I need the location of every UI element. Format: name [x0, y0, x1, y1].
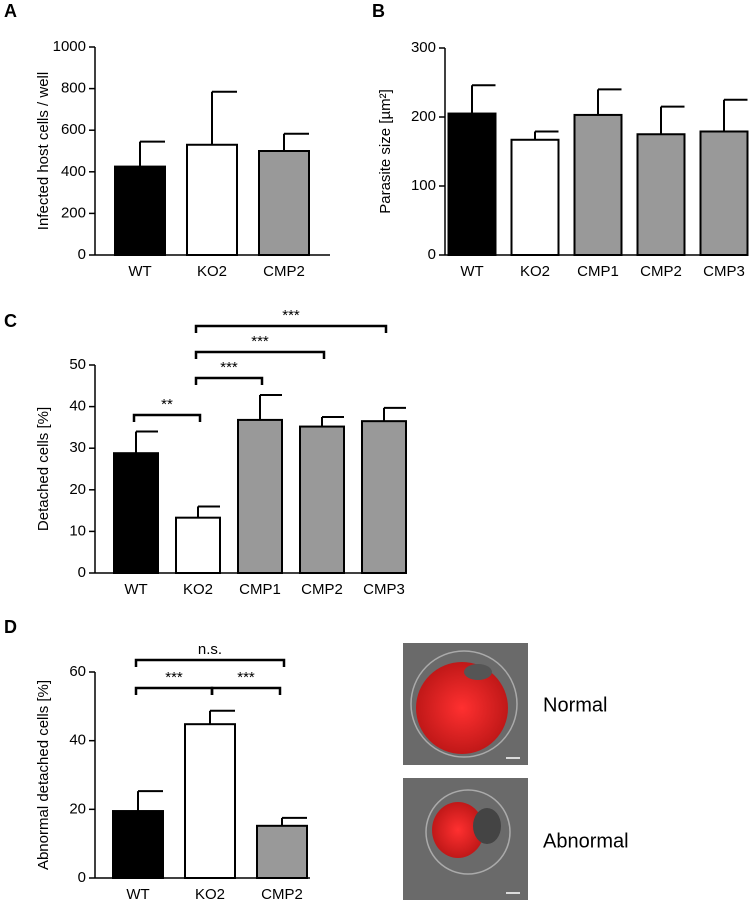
- significance-bracket: [134, 658, 286, 667]
- x-tick-label: WT: [126, 886, 149, 903]
- bar: [186, 143, 238, 256]
- significance-bracket: [194, 350, 326, 359]
- image-label: Abnormal: [543, 830, 629, 852]
- y-axis-label: Abnormal detached cells [%]: [35, 680, 52, 870]
- bar: [113, 452, 159, 574]
- y-tick-label: 0: [78, 869, 86, 886]
- y-tick-label: 20: [69, 481, 86, 498]
- y-tick-label: 10: [69, 522, 86, 539]
- bar: [258, 150, 310, 256]
- y-tick-label: 200: [411, 108, 436, 125]
- y-tick-label: 300: [411, 39, 436, 56]
- significance-bracket: [194, 376, 264, 385]
- x-tick-label: WT: [460, 263, 483, 280]
- y-tick-label: 1000: [53, 38, 86, 55]
- y-tick-label: 40: [69, 398, 86, 415]
- image-label: Normal: [543, 694, 607, 716]
- bar: [510, 138, 560, 257]
- image-abnormal: [403, 778, 528, 900]
- y-tick-label: 100: [411, 177, 436, 194]
- y-tick-label: 20: [69, 800, 86, 817]
- bar: [256, 824, 308, 880]
- x-tick-label: WT: [124, 581, 147, 598]
- x-tick-label: CMP2: [263, 263, 305, 280]
- x-tick-label: KO2: [183, 581, 213, 598]
- significance-label: ***: [237, 669, 255, 686]
- bar: [114, 165, 166, 257]
- significance-bracket: [210, 686, 282, 695]
- image-normal: [403, 643, 528, 765]
- significance-label: ***: [220, 359, 238, 376]
- x-tick-label: CMP3: [703, 263, 745, 280]
- bar: [699, 130, 749, 257]
- bar: [299, 425, 345, 574]
- y-tick-label: 50: [69, 356, 86, 373]
- bar: [447, 112, 497, 256]
- significance-bracket: [132, 413, 202, 422]
- significance-label: ***: [282, 307, 300, 324]
- x-tick-label: CMP2: [301, 581, 343, 598]
- bar: [184, 723, 236, 879]
- y-tick-label: 400: [61, 163, 86, 180]
- bar: [237, 418, 283, 574]
- x-tick-label: CMP1: [239, 581, 281, 598]
- x-tick-label: KO2: [195, 886, 225, 903]
- bar: [361, 420, 407, 574]
- x-tick-label: CMP3: [363, 581, 405, 598]
- x-tick-label: CMP2: [640, 263, 682, 280]
- significance-label: **: [161, 396, 173, 413]
- significance-label: ***: [251, 333, 269, 350]
- y-tick-label: 30: [69, 439, 86, 456]
- panel-letter: C: [4, 311, 17, 331]
- y-tick-label: 0: [428, 246, 436, 263]
- significance-bracket: [134, 686, 214, 695]
- y-tick-label: 200: [61, 204, 86, 221]
- x-tick-label: KO2: [197, 263, 227, 280]
- bar: [636, 133, 686, 256]
- x-tick-label: CMP1: [577, 263, 619, 280]
- bar: [112, 810, 164, 879]
- y-axis-label: Parasite size [µm²]: [377, 89, 394, 214]
- y-axis-label: Infected host cells / well: [35, 72, 52, 230]
- y-tick-label: 60: [69, 663, 86, 680]
- y-tick-label: 40: [69, 732, 86, 749]
- bar: [573, 113, 623, 257]
- y-tick-label: 600: [61, 121, 86, 138]
- x-tick-label: KO2: [520, 263, 550, 280]
- y-tick-label: 0: [78, 564, 86, 581]
- panel-letter: B: [372, 1, 385, 21]
- panel-letter: A: [4, 1, 17, 21]
- significance-label: ***: [165, 669, 183, 686]
- significance-bracket: [194, 324, 388, 333]
- x-tick-label: WT: [128, 263, 151, 280]
- panel-letter: D: [4, 617, 17, 637]
- significance-label: n.s.: [198, 641, 222, 658]
- bar: [175, 516, 221, 574]
- y-tick-label: 800: [61, 80, 86, 97]
- y-axis-label: Detached cells [%]: [35, 407, 52, 531]
- y-tick-label: 0: [78, 246, 86, 263]
- x-tick-label: CMP2: [261, 886, 303, 903]
